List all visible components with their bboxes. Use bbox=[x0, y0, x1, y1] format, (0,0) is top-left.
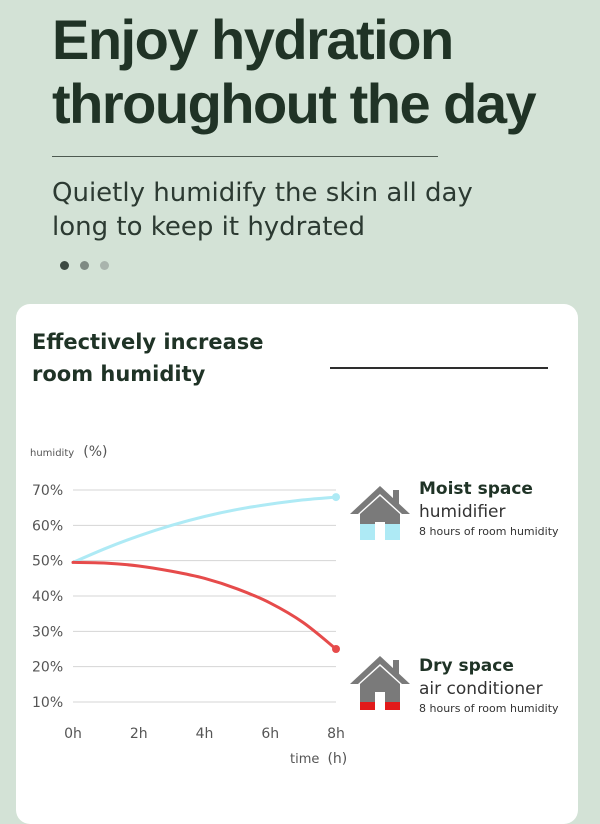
y-tick-label: 50% bbox=[32, 554, 63, 570]
legend-dry-name: air conditioner bbox=[419, 679, 543, 699]
x-axis-title: time (h) bbox=[290, 748, 347, 767]
grid-lines bbox=[73, 489, 336, 703]
x-axis-unit: (h) bbox=[327, 751, 347, 767]
y-axis-label: humidity bbox=[30, 448, 74, 459]
headline-line-2: throughout the day bbox=[52, 72, 537, 135]
legend-dry-note: 8 hours of room humidity bbox=[419, 702, 559, 715]
divider bbox=[52, 156, 438, 157]
x-axis-label: time bbox=[290, 752, 319, 767]
y-tick-label: 30% bbox=[32, 624, 63, 640]
x-tick-label: 6h bbox=[261, 726, 279, 742]
house-icon-red bbox=[350, 656, 410, 710]
x-tick-label: 4h bbox=[196, 726, 214, 742]
x-tick-label: 2h bbox=[130, 726, 148, 742]
subtitle-line-1: Quietly humidify the skin all day bbox=[52, 178, 473, 208]
legend-dry-title: Dry space bbox=[419, 656, 514, 676]
carousel-dots bbox=[60, 261, 109, 270]
legend-moist-title: Moist space bbox=[419, 479, 533, 499]
x-tick-label: 8h bbox=[327, 726, 345, 742]
subtitle: Quietly humidify the skin all day long t… bbox=[52, 176, 552, 244]
card-divider bbox=[330, 367, 548, 369]
x-ticks: 0h 2h 4h 6h 8h bbox=[64, 726, 345, 742]
y-tick-label: 10% bbox=[32, 695, 63, 711]
card-title-line-1: Effectively increase bbox=[32, 330, 264, 354]
house-icon-blue bbox=[350, 486, 410, 540]
headline: Enjoy hydration throughout the day bbox=[52, 8, 592, 136]
y-tick-label: 40% bbox=[32, 589, 63, 605]
carousel-dot[interactable] bbox=[100, 261, 109, 270]
card-title: Effectively increase room humidity bbox=[32, 326, 292, 390]
legend-moist: Moist space humidifier 8 hours of room h… bbox=[419, 478, 559, 540]
carousel-dot[interactable] bbox=[80, 261, 89, 270]
carousel-dot-active[interactable] bbox=[60, 261, 69, 270]
legend-dry: Dry space air conditioner 8 hours of roo… bbox=[419, 655, 559, 717]
series-end-point-air-conditioner bbox=[332, 645, 340, 653]
x-tick-label: 0h bbox=[64, 726, 82, 742]
y-tick-label: 70% bbox=[32, 483, 63, 499]
legend-moist-note: 8 hours of room humidity bbox=[419, 525, 559, 538]
chart-card: Effectively increase room humidity humid… bbox=[16, 304, 578, 824]
card-title-line-2: room humidity bbox=[32, 362, 206, 386]
series-lines bbox=[71, 493, 340, 653]
y-axis-title: humidity (%) bbox=[30, 441, 108, 460]
y-axis-unit: (%) bbox=[83, 444, 107, 460]
y-tick-label: 20% bbox=[32, 660, 63, 676]
subtitle-line-2: long to keep it hydrated bbox=[52, 212, 366, 242]
humidity-chart: humidity (%) 70% 60% 50% 40% 30% 20% 10% 0h 2h 4… bbox=[30, 441, 410, 767]
y-tick-label: 60% bbox=[32, 518, 63, 534]
series-end-point-humidifier bbox=[332, 493, 340, 502]
headline-line-1: Enjoy hydration bbox=[52, 8, 454, 71]
series-line-humidifier bbox=[71, 495, 338, 564]
series-line-air-conditioner bbox=[71, 560, 338, 651]
y-ticks: 70% 60% 50% 40% 30% 20% 10% bbox=[32, 483, 63, 711]
legend-moist-name: humidifier bbox=[419, 502, 506, 522]
